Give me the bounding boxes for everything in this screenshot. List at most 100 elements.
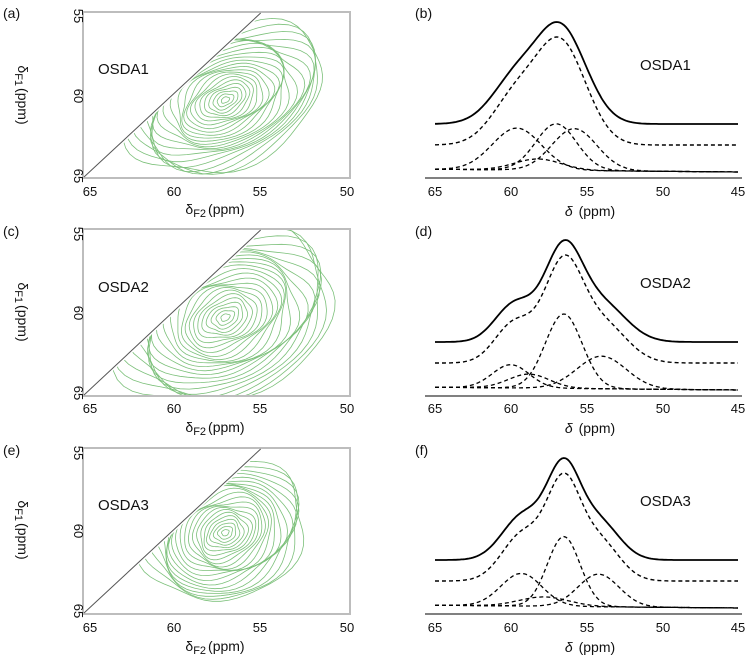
contour-level-5 bbox=[201, 297, 248, 336]
contour-level-9 bbox=[186, 71, 264, 130]
diagonal-line-c bbox=[83, 229, 262, 396]
contour-level-23 bbox=[126, 23, 318, 175]
x-axis-label-b: δ (ppm) bbox=[565, 203, 615, 219]
contour-level-3 bbox=[210, 306, 240, 330]
component-peak-2 bbox=[435, 572, 738, 609]
component-peak-4 bbox=[435, 373, 738, 391]
x-tick-e-1: 60 bbox=[167, 620, 181, 635]
contour-level-3 bbox=[212, 522, 237, 543]
spectrum-plot-d bbox=[435, 239, 738, 391]
frame-e bbox=[82, 447, 351, 615]
panel-e: (e) OSDA3 65 60 55 50 55 60 65 δF2 (ppm) … bbox=[3, 442, 354, 657]
contour-level-3 bbox=[212, 90, 239, 111]
component-peak-2 bbox=[435, 123, 738, 173]
x-tick-b-2: 55 bbox=[580, 184, 594, 199]
x-tick-c-2: 55 bbox=[253, 401, 267, 416]
contour-level-2 bbox=[216, 526, 233, 540]
contour-level-13 bbox=[175, 487, 272, 571]
x-tick-d-2: 55 bbox=[580, 401, 594, 416]
contour-plot-a bbox=[122, 17, 323, 175]
frame-c bbox=[82, 228, 351, 397]
contour-level-16 bbox=[152, 46, 290, 150]
fitted-sum-line bbox=[435, 472, 738, 582]
frame-a bbox=[82, 11, 351, 179]
x-tick-a-3: 50 bbox=[340, 184, 354, 199]
x-tick-f-4: 45 bbox=[731, 620, 745, 635]
component-peak-2 bbox=[435, 355, 738, 391]
x-tick-c-0: 65 bbox=[83, 401, 97, 416]
contour-level-13 bbox=[169, 59, 284, 142]
contour-level-7 bbox=[194, 76, 254, 122]
component-peak-4 bbox=[435, 596, 738, 609]
contour-level-17 bbox=[165, 480, 294, 590]
contour-level-20 bbox=[131, 247, 322, 395]
contour-level-10 bbox=[183, 69, 270, 133]
contour-level-6 bbox=[203, 511, 249, 552]
x-axis-label-f: δ (ppm) bbox=[565, 639, 615, 655]
x-tick-d-3: 50 bbox=[656, 401, 670, 416]
panel-label-c: (c) bbox=[3, 223, 19, 239]
fitted-sum-line bbox=[435, 36, 738, 146]
contour-level-4 bbox=[209, 518, 241, 546]
y-tick-a-0: 55 bbox=[71, 9, 86, 23]
contour-level-15 bbox=[151, 261, 291, 372]
component-peak-3 bbox=[435, 128, 738, 173]
sample-label-b: OSDA1 bbox=[640, 57, 691, 74]
x-tick-f-0: 65 bbox=[428, 620, 442, 635]
contour-level-7 bbox=[193, 289, 258, 344]
spectrum-plot-f bbox=[435, 457, 738, 609]
contour-level-8 bbox=[188, 286, 263, 349]
x-tick-a-1: 60 bbox=[167, 184, 181, 199]
contour-level-6 bbox=[197, 293, 253, 339]
x-tick-d-4: 45 bbox=[731, 401, 745, 416]
contour-level-4 bbox=[205, 301, 244, 333]
sample-label-d: OSDA2 bbox=[640, 275, 691, 292]
y-tick-e-1: 60 bbox=[71, 524, 86, 538]
contour-level-1 bbox=[220, 313, 231, 322]
component-peak-1 bbox=[434, 127, 738, 173]
contour-level-4 bbox=[208, 86, 243, 114]
diagonal-line-a bbox=[83, 12, 262, 178]
contour-level-9 bbox=[184, 285, 268, 353]
contour-level-10 bbox=[180, 282, 274, 358]
x-axis-label-a: δF2 (ppm) bbox=[185, 201, 244, 220]
diagonal-line-e bbox=[83, 448, 262, 614]
contour-level-15 bbox=[156, 51, 285, 148]
contour-level-17 bbox=[147, 254, 309, 379]
contour-level-19 bbox=[152, 473, 300, 594]
x-tick-a-2: 55 bbox=[253, 184, 267, 199]
contour-level-18 bbox=[149, 39, 306, 156]
contour-plot-c bbox=[111, 230, 336, 395]
contour-level-10 bbox=[188, 501, 263, 568]
x-tick-b-4: 45 bbox=[731, 184, 745, 199]
contour-level-7 bbox=[200, 508, 253, 556]
contour-level-11 bbox=[177, 277, 279, 361]
experimental-spectrum-line bbox=[435, 457, 738, 561]
contour-level-8 bbox=[196, 506, 257, 561]
y-tick-c-0: 55 bbox=[71, 227, 86, 241]
contour-level-5 bbox=[204, 82, 247, 117]
x-tick-a-0: 65 bbox=[83, 184, 97, 199]
panel-f: (f) OSDA3 65 60 55 50 45 δ (ppm) bbox=[415, 442, 745, 655]
contour-level-9 bbox=[191, 505, 260, 565]
panel-c: (c) OSDA2 65 60 55 50 55 60 65 δF2 (ppm) … bbox=[3, 223, 354, 438]
x-tick-e-2: 55 bbox=[253, 620, 267, 635]
contour-level-17 bbox=[150, 42, 298, 151]
contour-level-22 bbox=[136, 461, 305, 602]
sample-label-c: OSDA2 bbox=[98, 279, 149, 296]
contour-level-11 bbox=[181, 65, 276, 136]
component-peak-4 bbox=[435, 158, 738, 173]
contour-level-8 bbox=[189, 73, 258, 126]
y-axis-label-c: δF1(ppm) bbox=[12, 282, 31, 341]
sample-label-f: OSDA3 bbox=[640, 493, 691, 510]
contour-level-21 bbox=[137, 38, 317, 173]
spectrum-plot-b bbox=[434, 21, 738, 173]
x-tick-d-1: 60 bbox=[504, 401, 518, 416]
contour-level-2 bbox=[215, 310, 236, 326]
x-tick-c-1: 60 bbox=[167, 401, 181, 416]
sample-label-a: OSDA1 bbox=[98, 61, 149, 78]
x-axis-label-e: δF2 (ppm) bbox=[185, 638, 244, 657]
experimental-spectrum-line bbox=[435, 239, 738, 343]
contour-level-18 bbox=[161, 476, 298, 592]
